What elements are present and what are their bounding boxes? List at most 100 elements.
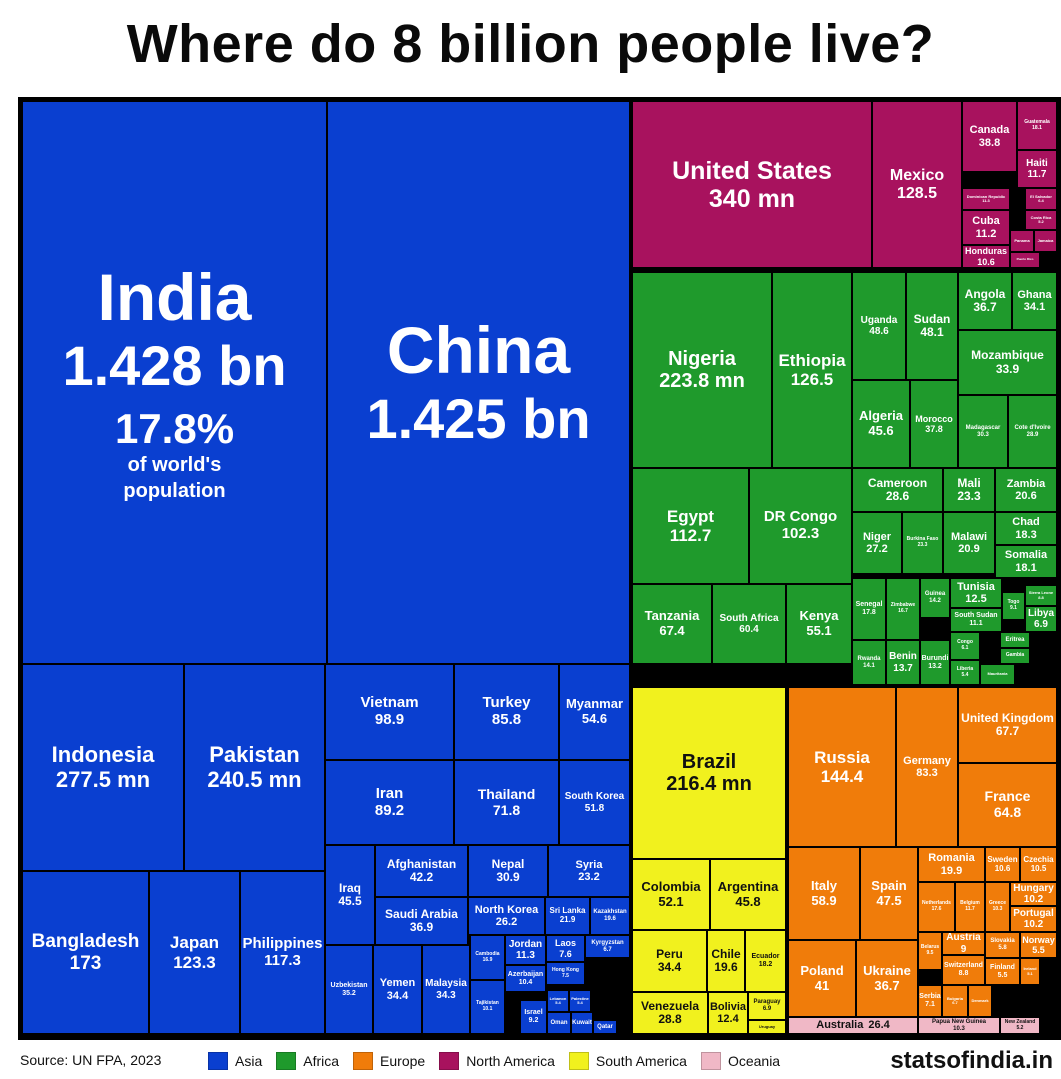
tile-value: 5.8: [998, 945, 1007, 951]
tile-label: Egypt: [666, 506, 715, 526]
tile-label: Iraq: [338, 880, 361, 895]
tile-label: Mauritania: [987, 671, 1008, 677]
tile-label: South Korea: [564, 791, 625, 803]
tile-value: 55.1: [806, 623, 832, 638]
tile-ireland: Ireland 5.1: [1020, 958, 1040, 985]
tile-papua-new-guinea: Papua New Guinea 10.3: [918, 1017, 1000, 1034]
tile-value: 41: [814, 977, 830, 993]
tile-iraq: Iraq 45.5: [325, 845, 375, 945]
tile-label: Pakistan: [209, 741, 300, 767]
legend-label: Europe: [380, 1053, 426, 1069]
tile-philippines: Philippines 117.3: [240, 871, 325, 1034]
tile-label: Indonesia: [51, 741, 155, 767]
legend-swatch: [700, 1052, 721, 1070]
tile-value: 6.1: [961, 645, 969, 651]
tile-value: 34.1: [1023, 301, 1046, 313]
tile-germany: Germany 83.3: [896, 687, 958, 847]
tile-label: Eritrea: [1005, 636, 1025, 643]
tile-label: North Korea: [474, 903, 539, 916]
tile-label: Lebanon: [549, 995, 567, 1001]
tile-value: 23.3: [917, 542, 928, 548]
tile-value: 23.3: [957, 489, 981, 503]
tile-label: Burundi: [921, 654, 949, 662]
tile-label: Chad: [1012, 516, 1040, 529]
tile-slovakia: Slovakia 5.8: [985, 932, 1020, 958]
tile-label: Cambodia: [475, 950, 500, 957]
tile-label: Zimbabwe: [890, 602, 916, 609]
tile-label: Mali: [957, 475, 981, 490]
tile-label: Saudi Arabia: [385, 906, 458, 921]
tile-label: Chile: [711, 946, 741, 961]
tile-colombia: Colombia 52.1: [632, 859, 710, 930]
tile-label: United States: [672, 156, 832, 185]
tile-label: China: [386, 313, 571, 388]
tile-south-sudan: South Sudan 11.1: [950, 608, 1002, 632]
tile-palestine: Palestine 5.4: [569, 990, 591, 1012]
tile-label: Benin: [889, 651, 917, 663]
tile-value: 51.8: [584, 802, 605, 814]
tile-value: 10.2: [1023, 894, 1044, 905]
tile-label: Denmark: [971, 997, 989, 1003]
tile-sri-lanka: Sri Lanka 21.9: [545, 897, 590, 935]
tile-value: 5.4: [555, 1000, 561, 1005]
tile-australia: Australia 26.4: [788, 1017, 918, 1034]
tile-label: Bulgaria: [946, 995, 963, 1001]
tile-value: 23.2: [578, 871, 600, 883]
tile-value: 12.4: [717, 1013, 739, 1025]
tile-value: 12.5: [965, 593, 987, 605]
tile-afghanistan: Afghanistan 42.2: [375, 845, 468, 897]
tile-tunisia: Tunisia 12.5: [950, 578, 1002, 608]
tile-thailand: Thailand 71.8: [454, 760, 559, 845]
tile-value: 102.3: [781, 525, 820, 542]
tile-label: Uruguay: [758, 1023, 776, 1029]
tile-ukraine: Ukraine 36.7: [856, 940, 918, 1017]
tile-value: 5.4: [577, 1000, 583, 1005]
tile-label: Mozambique: [971, 348, 1044, 363]
tile-value: 89.2: [374, 801, 405, 819]
tile-value: 67.4: [659, 623, 685, 638]
tile-label: Thailand: [477, 785, 536, 802]
tile-value: 11.3: [982, 198, 990, 203]
tile-vietnam: Vietnam 98.9: [325, 664, 454, 760]
tile-mauritania: Mauritania: [980, 664, 1015, 685]
tile-france: France 64.8: [958, 763, 1057, 847]
tile-value: 34.4: [386, 989, 409, 1002]
tile-label: Hungary: [1013, 882, 1054, 894]
legend-item-africa: Africa: [276, 1052, 339, 1070]
tile-label: Puerto Rico: [1016, 257, 1034, 262]
tile-value: 28.8: [658, 1012, 682, 1026]
tile-lebanon: Lebanon 5.4: [547, 990, 569, 1012]
tile-panama: Panama: [1010, 230, 1034, 252]
tile-label: Madagascar: [965, 424, 1001, 431]
tile-value: 5.5: [1032, 945, 1045, 955]
tile-value: 34.4: [657, 960, 682, 974]
tile-value: 11.7: [965, 906, 975, 912]
tile-niger: Niger 27.2: [852, 512, 902, 574]
tile-value: 30.3: [977, 431, 989, 438]
tile-label: Dominican Republic: [966, 193, 1006, 199]
tile-label: Malaysia: [425, 978, 467, 990]
tile-chad: Chad 18.3: [995, 512, 1057, 545]
tile-label: Czechia: [1023, 854, 1054, 864]
legend-swatch: [276, 1052, 297, 1070]
legend-item-south-america: South America: [568, 1052, 687, 1070]
tile-value: 10.3: [953, 1025, 965, 1032]
tile-value: 18.3: [1015, 528, 1037, 541]
tile-angola: Angola 36.7: [958, 272, 1012, 330]
tile-value: 13.7: [893, 662, 913, 674]
tile-value: 14.2: [929, 598, 941, 604]
legend-item-north-america: North America: [439, 1052, 555, 1070]
tile-japan: Japan 123.3: [149, 871, 240, 1034]
tile-label: Bangladesh: [31, 931, 140, 953]
tile-value: 17.6: [931, 906, 942, 912]
tile-ethiopia: Ethiopia 126.5: [772, 272, 852, 468]
tile-label: Sri Lanka: [549, 906, 586, 916]
legend-label: Asia: [235, 1053, 263, 1069]
tile-turkey: Turkey 85.8: [454, 664, 559, 760]
tile-poland: Poland 41: [788, 940, 856, 1017]
tile-label: Niger: [862, 530, 892, 543]
tile-label: Togo: [1007, 599, 1020, 606]
tile-eritrea: Eritrea: [1000, 632, 1030, 648]
tile-value: 48.1: [920, 325, 944, 339]
tile-pakistan: Pakistan 240.5 mn: [184, 664, 325, 871]
